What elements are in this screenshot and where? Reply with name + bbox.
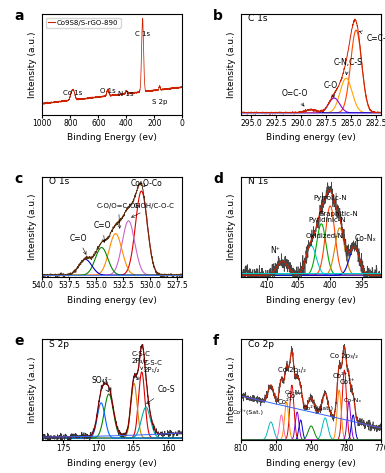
X-axis label: Binding Energy (ev): Binding Energy (ev) (67, 133, 157, 142)
Text: Oxidized-N: Oxidized-N (306, 233, 344, 239)
Text: d: d (213, 172, 223, 186)
Text: N 1s: N 1s (248, 177, 268, 186)
X-axis label: Binding energy (ev): Binding energy (ev) (266, 133, 356, 142)
Text: Co-S: Co-S (147, 385, 175, 403)
Y-axis label: Intensity (a.u.): Intensity (a.u.) (28, 31, 37, 97)
Text: C=O: C=O (94, 221, 112, 242)
Text: b: b (213, 9, 223, 23)
Text: N⁺: N⁺ (270, 246, 280, 255)
Text: C=O: C=O (69, 234, 87, 254)
Text: S 2p: S 2p (49, 340, 69, 349)
Text: O 1s: O 1s (100, 88, 116, 95)
Text: e: e (14, 334, 24, 349)
Text: C-O/O=C-OH: C-O/O=C-OH (96, 203, 141, 228)
Text: f: f (213, 334, 219, 349)
Text: C-O: C-O (323, 81, 337, 97)
Text: C-S-C
2P₃/₂: C-S-C 2P₃/₂ (132, 351, 151, 370)
Text: Co-O-Co: Co-O-Co (131, 179, 162, 188)
Text: Co-Nₓ: Co-Nₓ (285, 390, 303, 395)
Y-axis label: Intensity (a.u.): Intensity (a.u.) (28, 194, 37, 260)
Text: Pyrrolic-N: Pyrrolic-N (313, 195, 347, 201)
Text: Graphitic-N: Graphitic-N (319, 211, 358, 217)
Text: O=C-O: O=C-O (281, 89, 308, 106)
Text: C-S-C
2P₁/₂: C-S-C 2P₁/₂ (137, 360, 163, 379)
Text: N 1s: N 1s (118, 91, 134, 97)
Text: a: a (14, 9, 24, 23)
Text: Co³⁺: Co³⁺ (340, 379, 355, 385)
Text: C-OH/C-O-C: C-OH/C-O-C (132, 203, 175, 217)
Text: C 1s: C 1s (135, 31, 150, 37)
X-axis label: Binding energy (ev): Binding energy (ev) (266, 459, 356, 468)
Y-axis label: Intensity (a.u.): Intensity (a.u.) (227, 31, 236, 97)
Text: Co 2p₁/₂: Co 2p₁/₂ (278, 367, 306, 373)
Text: Co²⁺(Sat.): Co²⁺(Sat.) (303, 405, 334, 411)
Text: Co 2p: Co 2p (248, 340, 274, 349)
Y-axis label: Intensity (a.u.): Intensity (a.u.) (28, 357, 37, 423)
Text: Pyridinic-N: Pyridinic-N (308, 217, 346, 223)
Y-axis label: Intensity (a.u.): Intensity (a.u.) (227, 357, 236, 423)
Text: O 1s: O 1s (49, 177, 70, 186)
Text: Co²⁺(Sat.): Co²⁺(Sat.) (233, 409, 264, 415)
Text: Co-Nₓ: Co-Nₓ (354, 234, 376, 243)
X-axis label: Binding energy (ev): Binding energy (ev) (67, 296, 157, 305)
X-axis label: Binding energy (ev): Binding energy (ev) (67, 459, 157, 468)
Text: C=C-C: C=C-C (359, 31, 385, 43)
Text: SO₄²⁻: SO₄²⁻ (91, 377, 112, 392)
Text: c: c (14, 172, 23, 186)
Legend: Co9S8/S-rGO-890: Co9S8/S-rGO-890 (46, 18, 121, 28)
Text: Co 1s: Co 1s (64, 90, 83, 96)
Text: Co-Nₓ: Co-Nₓ (344, 398, 362, 403)
Text: C-N,C-S: C-N,C-S (333, 58, 362, 75)
Text: Co³⁺: Co³⁺ (287, 393, 302, 399)
Text: Co²⁺: Co²⁺ (332, 373, 348, 379)
Text: Co²⁺: Co²⁺ (278, 399, 293, 405)
X-axis label: Binding energy (ev): Binding energy (ev) (266, 296, 356, 305)
Y-axis label: Intensity (a.u.): Intensity (a.u.) (227, 194, 236, 260)
Text: Co 2p₃/₂: Co 2p₃/₂ (330, 353, 358, 359)
Text: C 1s: C 1s (248, 14, 268, 23)
Text: S 2p: S 2p (152, 98, 167, 105)
